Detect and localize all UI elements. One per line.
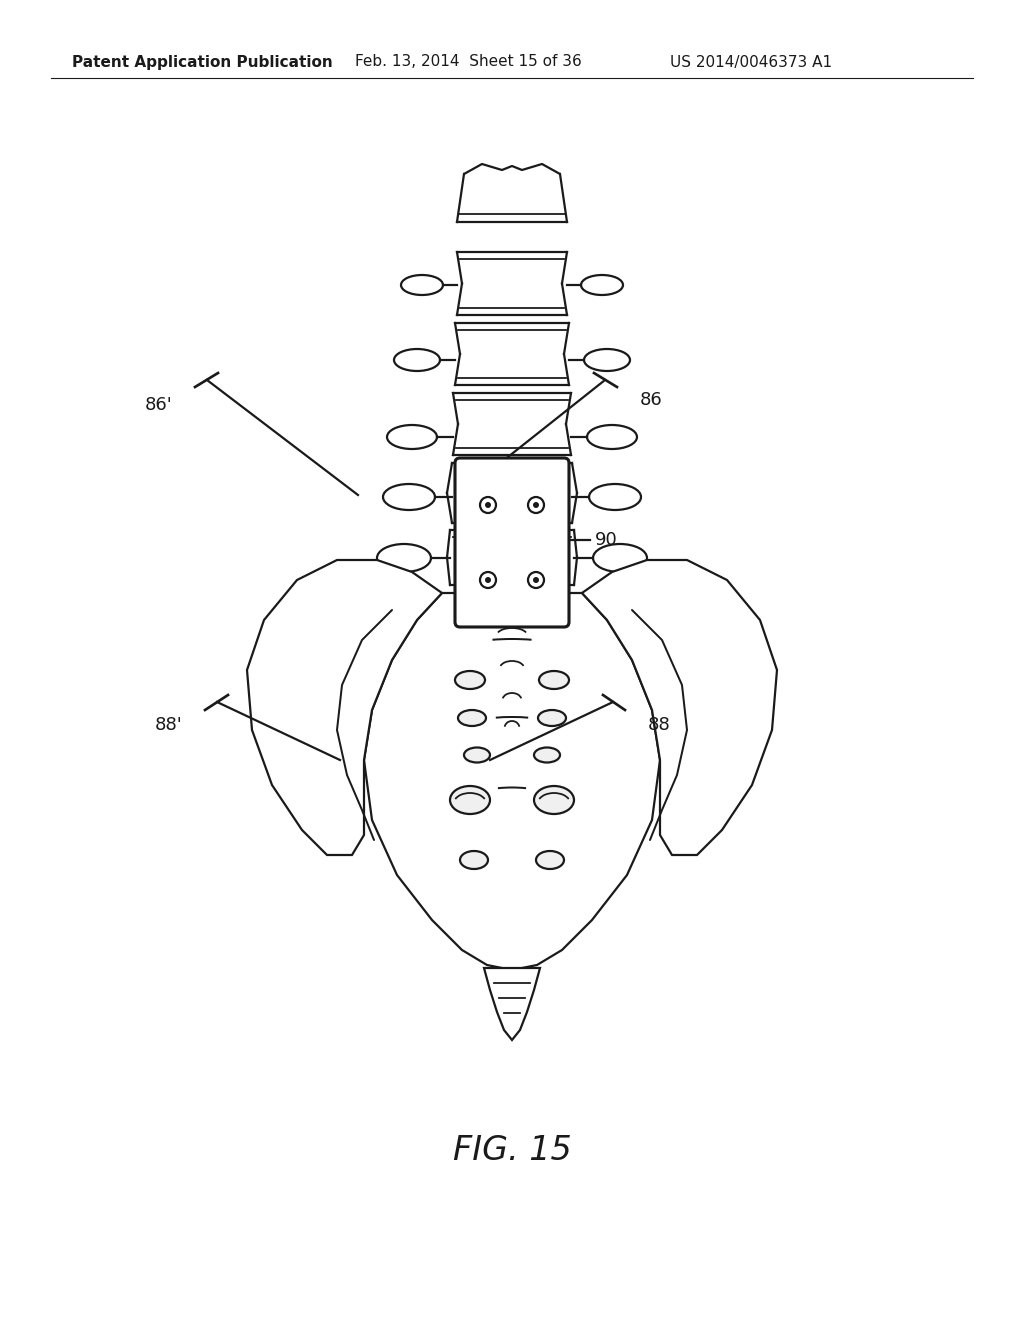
Text: 88: 88 xyxy=(648,715,671,734)
Ellipse shape xyxy=(536,851,564,869)
Ellipse shape xyxy=(534,747,560,763)
Text: 86': 86' xyxy=(144,396,172,414)
Ellipse shape xyxy=(450,785,490,814)
Text: US 2014/0046373 A1: US 2014/0046373 A1 xyxy=(670,54,833,70)
Text: 88': 88' xyxy=(156,715,183,734)
Circle shape xyxy=(480,572,496,587)
Text: 90: 90 xyxy=(595,531,617,549)
Circle shape xyxy=(485,502,490,508)
Ellipse shape xyxy=(460,851,488,869)
Ellipse shape xyxy=(387,425,437,449)
Ellipse shape xyxy=(394,348,440,371)
Ellipse shape xyxy=(584,348,630,371)
Ellipse shape xyxy=(593,544,647,572)
Ellipse shape xyxy=(589,484,641,510)
Polygon shape xyxy=(582,560,777,855)
Text: 86: 86 xyxy=(640,391,663,409)
Polygon shape xyxy=(247,560,442,855)
Polygon shape xyxy=(484,968,540,1040)
Ellipse shape xyxy=(464,747,490,763)
Text: Patent Application Publication: Patent Application Publication xyxy=(72,54,333,70)
Circle shape xyxy=(528,572,544,587)
Ellipse shape xyxy=(377,544,431,572)
Circle shape xyxy=(528,498,544,513)
Ellipse shape xyxy=(534,785,574,814)
Ellipse shape xyxy=(581,275,623,294)
Text: FIG. 15: FIG. 15 xyxy=(453,1134,571,1167)
Ellipse shape xyxy=(401,275,443,294)
Ellipse shape xyxy=(538,710,566,726)
Ellipse shape xyxy=(383,484,435,510)
Circle shape xyxy=(485,577,490,583)
Circle shape xyxy=(534,502,539,508)
FancyBboxPatch shape xyxy=(455,458,569,627)
Ellipse shape xyxy=(455,671,485,689)
Circle shape xyxy=(534,577,539,583)
Ellipse shape xyxy=(539,671,569,689)
Text: Feb. 13, 2014  Sheet 15 of 36: Feb. 13, 2014 Sheet 15 of 36 xyxy=(355,54,582,70)
Circle shape xyxy=(480,498,496,513)
Ellipse shape xyxy=(458,710,486,726)
Polygon shape xyxy=(364,593,660,970)
Ellipse shape xyxy=(587,425,637,449)
